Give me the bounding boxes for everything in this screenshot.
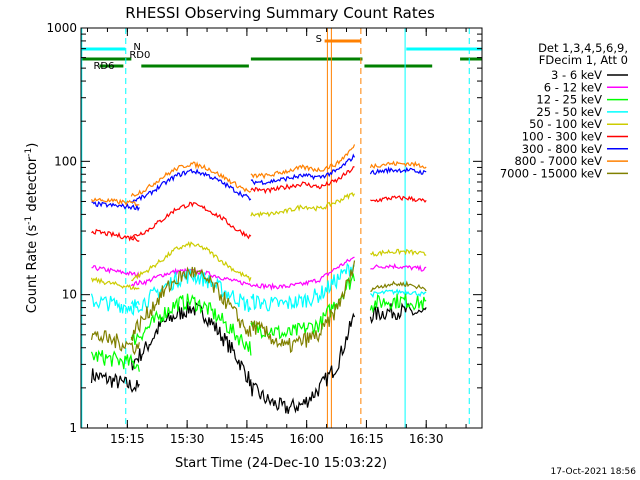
series-line [90, 368, 140, 394]
vertical-markers [81, 28, 470, 428]
plot-frame [80, 27, 483, 429]
n-flag-label: N [133, 42, 140, 53]
series-line [130, 267, 252, 288]
axis-ticks: 15:15 15:30 15:45 16:00 16:15 16:30 1 10 100 1000 [46, 21, 482, 446]
series-line [250, 192, 356, 219]
y-tick-label: 1 [69, 421, 77, 435]
series-line [130, 161, 252, 197]
series-line [91, 201, 140, 212]
series-line [250, 260, 356, 354]
series-line [250, 153, 356, 186]
legend-label: 3 - 6 keV [551, 68, 602, 82]
series-line [250, 144, 356, 180]
series-line [130, 301, 252, 387]
series-line [91, 265, 140, 278]
series-line [250, 312, 356, 414]
series-0 [90, 301, 427, 414]
x-tick-label: 16:30 [409, 432, 444, 446]
series-line [370, 248, 427, 257]
x-axis-label: Start Time (24-Dec-10 15:03:22) [175, 456, 387, 471]
series-line [370, 262, 427, 272]
x-tick-label: 15:30 [170, 432, 205, 446]
legend-label: 7000 - 15000 keV [500, 166, 602, 180]
series-8 [90, 260, 427, 356]
y-tick-label: 1000 [46, 21, 77, 35]
series-line [370, 280, 427, 292]
series-line [250, 166, 355, 195]
series-line [130, 201, 252, 240]
series-line [131, 241, 252, 283]
footer-timestamp: 17-Oct-2021 18:56 [551, 467, 637, 477]
legend-label: 6 - 12 keV [544, 80, 602, 94]
series-line [250, 262, 355, 312]
x-tick-label: 15:45 [230, 432, 265, 446]
series-line [250, 256, 355, 291]
legend-header-line-1: Det 1,3,4,5,6,9, [538, 41, 628, 55]
series-line [369, 293, 427, 314]
legend-label: 50 - 100 keV [529, 117, 602, 131]
series-line [90, 276, 140, 291]
series-7 [90, 144, 427, 207]
series-lines [90, 144, 427, 414]
legend-label: 12 - 25 keV [536, 93, 602, 107]
series-line [369, 302, 427, 325]
series-1 [91, 256, 427, 291]
series-line [370, 288, 427, 299]
series-line [130, 266, 252, 341]
series-line [370, 195, 427, 203]
legend-header-line-2: FDecim 1, Att 0 [539, 53, 628, 67]
series-4 [90, 192, 427, 291]
legend-label: 100 - 300 keV [522, 130, 602, 144]
x-tick-label: 16:00 [289, 432, 324, 446]
y-tick-label: 10 [62, 288, 77, 302]
rd6-flag-label: RD6 [93, 61, 114, 72]
rd0-flag-label: RD0 [129, 50, 150, 61]
series-line [369, 166, 427, 176]
series-line [90, 330, 140, 356]
series-5 [91, 166, 427, 243]
x-tick-label: 15:15 [110, 432, 145, 446]
s-flag-label: S [316, 34, 322, 45]
legend-label: 300 - 800 keV [522, 142, 602, 156]
series-line [369, 160, 427, 169]
x-tick-label: 16:15 [349, 432, 384, 446]
series-line [90, 197, 140, 207]
series-6 [91, 153, 427, 212]
series-line [130, 168, 252, 204]
chart-title: RHESSI Observing Summary Count Rates [125, 4, 435, 22]
series-line [91, 228, 140, 243]
series-line [130, 293, 252, 356]
legend-label: 800 - 7000 keV [514, 154, 602, 168]
series-line [90, 349, 140, 372]
y-axis-label: Count Rate (s-1 detector-1) [24, 143, 40, 314]
legend-label: 25 - 50 keV [536, 105, 602, 119]
series-line [90, 293, 140, 317]
series-3 [90, 262, 427, 317]
y-tick-label: 100 [54, 154, 77, 168]
